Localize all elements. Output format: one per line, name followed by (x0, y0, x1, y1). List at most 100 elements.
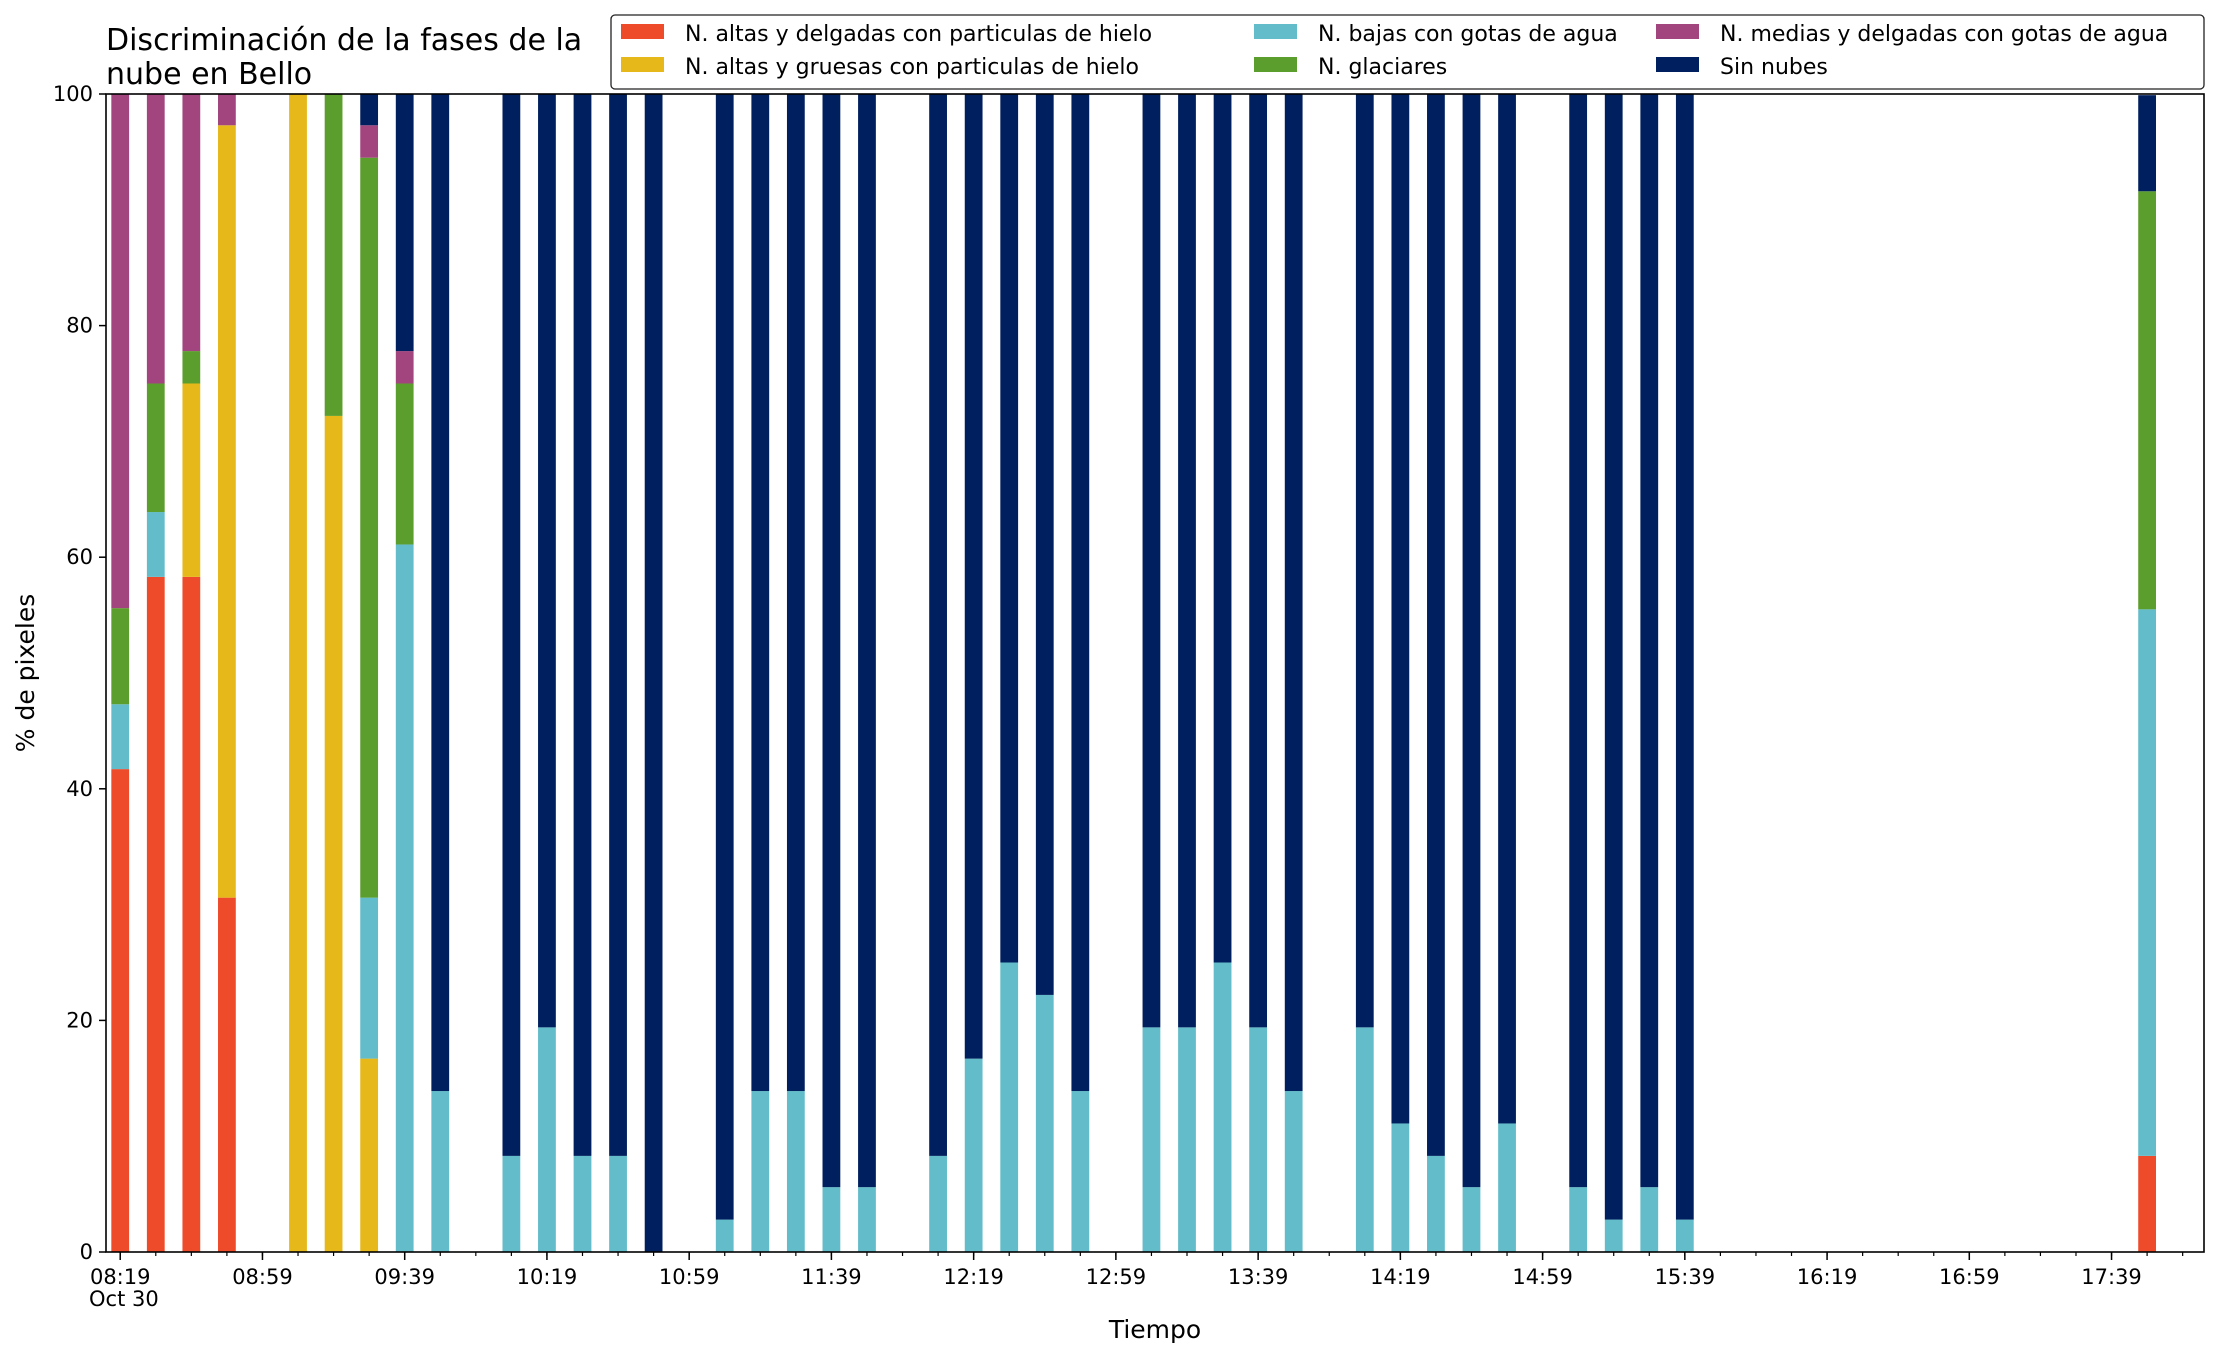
bar-segment-0829-n-bajas-con-gotas-de-agua (146, 512, 165, 577)
bar-segment-0839-n-altas-y-delgadas-con-particulas-de-hielo (182, 576, 201, 1252)
chart-title-line-1: Discriminación de la fases de la (106, 23, 582, 58)
chart-title-line-2: nube en Bello (106, 57, 312, 92)
bar-segment-1229-sin-nubes (1000, 94, 1019, 963)
bar-segment-1529-sin-nubes (1640, 94, 1659, 1188)
bar-segment-1009-sin-nubes (502, 94, 521, 1156)
bar-segment-1239-sin-nubes (1035, 94, 1054, 995)
bar-segment-1339-n-bajas-con-gotas-de-agua (1249, 1027, 1268, 1252)
legend-swatch-sin-nubes (1656, 57, 1699, 72)
x-tick-label: 12:19 (943, 1265, 1004, 1289)
bar-segment-1239-n-bajas-con-gotas-de-agua (1035, 994, 1054, 1252)
bar-segment-1319-sin-nubes (1178, 94, 1196, 1028)
bar-segment-1119-sin-nubes (751, 94, 770, 1092)
x-tick-label: 14:59 (1512, 1265, 1573, 1289)
bar-segment-0929-n-medias-y-delgadas-con-gotas-de-agua (360, 125, 379, 158)
x-axis-label: Tiempo (1108, 1315, 1201, 1344)
bar-segment-0829-n-medias-y-delgadas-con-gotas-de-agua (146, 94, 165, 384)
bar-segment-1219-n-bajas-con-gotas-de-agua (964, 1058, 983, 1252)
x-tick-label: 14:19 (1370, 1265, 1431, 1289)
y-tick-label: 100 (53, 82, 93, 106)
bar-segment-1309-n-bajas-con-gotas-de-agua (1142, 1027, 1161, 1252)
bar-segment-0939-n-medias-y-delgadas-con-gotas-de-agua (395, 351, 414, 384)
bar-segment-1249-sin-nubes (1071, 94, 1090, 1092)
legend-swatch-n-bajas-con-gotas-de-agua (1254, 24, 1297, 39)
x-tick-label: 12:59 (1086, 1265, 1147, 1289)
bar-segment-1129-sin-nubes (786, 94, 805, 1092)
bar-segment-1519-sin-nubes (1604, 94, 1623, 1220)
bar-segment-1219-sin-nubes (964, 94, 983, 1059)
bar-segment-0849-n-medias-y-delgadas-con-gotas-de-agua (218, 94, 236, 126)
bar-segment-1139-n-bajas-con-gotas-de-agua (822, 1187, 841, 1252)
bar-segment-1329-n-bajas-con-gotas-de-agua (1213, 962, 1232, 1252)
bar-segment-1349-n-bajas-con-gotas-de-agua (1284, 1091, 1303, 1252)
bar-segment-1039-n-bajas-con-gotas-de-agua (609, 1155, 627, 1252)
bar-segment-1539-n-bajas-con-gotas-de-agua (1675, 1219, 1694, 1252)
bar-segment-0819-n-bajas-con-gotas-de-agua (111, 704, 130, 770)
bar-segment-1419-n-bajas-con-gotas-de-agua (1391, 1123, 1410, 1252)
bar-segment-0839-n-altas-y-gruesas-con-particulas-de-hielo (182, 383, 201, 577)
bar-segment-0919-n-altas-y-gruesas-con-particulas-de-hielo (324, 415, 343, 1252)
bar-segment-1149-sin-nubes (858, 94, 876, 1188)
x-tick-label: 15:39 (1655, 1265, 1716, 1289)
legend-label-n-bajas-con-gotas-de-agua: N. bajas con gotas de agua (1318, 22, 1618, 47)
legend-swatch-n-medias-y-delgadas-con-gotas-de-agua (1656, 24, 1699, 39)
bar-segment-1749-sin-nubes (2138, 95, 2156, 192)
x-tick-label: 17:39 (2081, 1265, 2142, 1289)
bar-segment-0919-n-glaciares (324, 94, 343, 416)
bar-segment-1539-sin-nubes (1675, 94, 1694, 1220)
bars (111, 94, 2156, 1252)
bar-segment-0849-n-altas-y-gruesas-con-particulas-de-hielo (218, 125, 236, 898)
bar-segment-1449-sin-nubes (1498, 94, 1516, 1124)
bar-segment-0839-n-medias-y-delgadas-con-gotas-de-agua (182, 94, 201, 352)
bar-segment-1409-sin-nubes (1355, 94, 1374, 1028)
bar-segment-1319-n-bajas-con-gotas-de-agua (1178, 1027, 1196, 1252)
y-tick-label: 20 (66, 1008, 93, 1032)
bar-segment-1429-sin-nubes (1427, 94, 1445, 1156)
bar-segment-1009-n-bajas-con-gotas-de-agua (502, 1155, 521, 1252)
y-tick-label: 60 (66, 545, 93, 569)
y-axis: 0 20 40 60 80 100 (53, 82, 106, 1264)
x-tick-label: 16:59 (1939, 1265, 2000, 1289)
bar-segment-1529-n-bajas-con-gotas-de-agua (1640, 1187, 1659, 1252)
bar-segment-0839-n-glaciares (182, 351, 201, 384)
bar-segment-0909-n-altas-y-gruesas-con-particulas-de-hielo (289, 94, 307, 1252)
legend-label-n-glaciares: N. glaciares (1318, 55, 1447, 80)
legend-swatch-n-altas-y-delgadas-con-particulas-de-hielo (621, 24, 664, 39)
bar-segment-1429-n-bajas-con-gotas-de-agua (1427, 1155, 1445, 1252)
bar-segment-1509-n-bajas-con-gotas-de-agua (1569, 1187, 1588, 1252)
bar-segment-1119-n-bajas-con-gotas-de-agua (751, 1091, 770, 1252)
bar-segment-1109-sin-nubes (715, 94, 734, 1220)
bar-segment-1439-sin-nubes (1462, 94, 1481, 1188)
y-tick-label: 80 (66, 314, 93, 338)
x-tick-label: 08:19 (90, 1265, 151, 1289)
x-axis: 08:19 08:59 09:39 10:19 10:59 11:39 12:19 12:59… (90, 1252, 2184, 1289)
bar-segment-1049-sin-nubes (644, 94, 663, 1252)
legend-label-sin-nubes: Sin nubes (1720, 55, 1828, 80)
bar-segment-0939-n-bajas-con-gotas-de-agua (395, 544, 414, 1252)
legend-label-n-altas-y-delgadas-con-particulas-de-hielo: N. altas y delgadas con particulas de hi… (685, 22, 1152, 47)
bar-segment-0939-n-glaciares (395, 383, 414, 545)
bar-segment-0829-n-glaciares (146, 383, 165, 513)
legend-label-n-altas-y-gruesas-con-particulas-de-hielo: N. altas y gruesas con particulas de hie… (685, 55, 1139, 80)
bar-segment-0949-sin-nubes (431, 94, 450, 1092)
bar-segment-1129-n-bajas-con-gotas-de-agua (786, 1091, 805, 1252)
bar-segment-0819-n-glaciares (111, 608, 130, 705)
bar-segment-0949-n-bajas-con-gotas-de-agua (431, 1091, 450, 1252)
bar-segment-1139-sin-nubes (822, 94, 841, 1188)
bar-segment-1029-sin-nubes (573, 94, 592, 1156)
bar-segment-1349-sin-nubes (1284, 94, 1303, 1092)
y-tick-label: 0 (80, 1240, 93, 1264)
x-tick-label: 10:59 (659, 1265, 720, 1289)
bar-segment-0929-n-glaciares (360, 157, 379, 898)
bar-segment-0939-sin-nubes (395, 94, 414, 352)
bar-segment-1749-n-bajas-con-gotas-de-agua (2138, 609, 2156, 1156)
legend-frame (610, 14, 2205, 90)
bar-segment-1519-n-bajas-con-gotas-de-agua (1604, 1219, 1623, 1252)
bar-segment-1029-n-bajas-con-gotas-de-agua (573, 1155, 592, 1252)
bar-segment-1039-sin-nubes (609, 94, 627, 1156)
bar-segment-0929-n-bajas-con-gotas-de-agua (360, 897, 379, 1059)
y-tick-label: 40 (66, 777, 93, 801)
bar-segment-1749-n-altas-y-delgadas-con-particulas-de-hielo (2138, 1155, 2156, 1252)
bar-segment-1509-sin-nubes (1569, 94, 1588, 1188)
